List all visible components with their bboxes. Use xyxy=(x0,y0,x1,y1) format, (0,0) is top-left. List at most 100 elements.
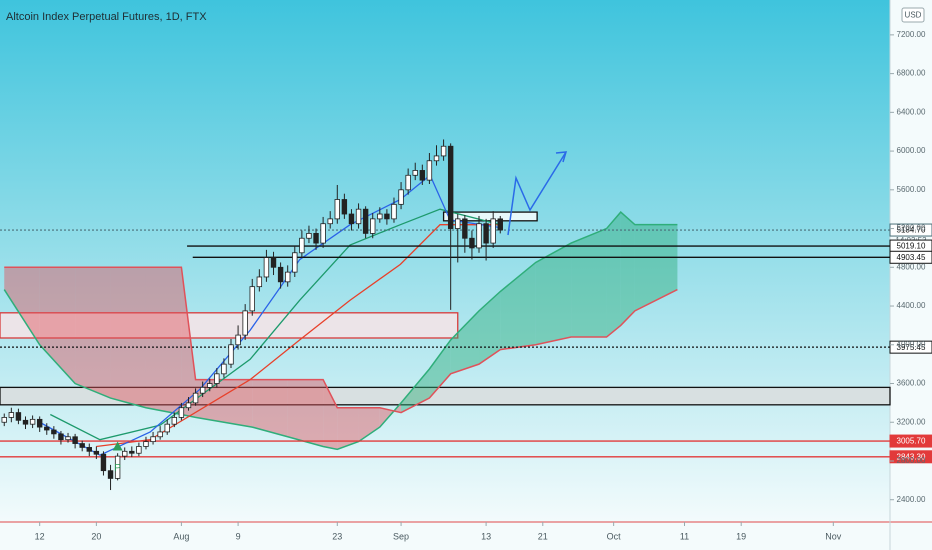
cloud-segment xyxy=(75,267,111,399)
x-tick-label: Nov xyxy=(825,531,842,541)
candle-body xyxy=(178,407,185,418)
candle-body xyxy=(412,170,418,176)
candle-body xyxy=(320,223,326,244)
x-tick-label: 13 xyxy=(481,531,491,541)
y-tick-label: 2400.00 xyxy=(897,495,926,504)
candle-body xyxy=(207,383,213,388)
candle-body xyxy=(334,199,340,220)
cloud-segment xyxy=(479,291,501,365)
candle-body xyxy=(249,286,255,312)
cloud-segment xyxy=(620,212,635,326)
x-tick-label: Oct xyxy=(607,531,622,541)
x-tick-label: Sep xyxy=(393,531,409,541)
zone xyxy=(0,312,459,339)
candle-body xyxy=(100,453,107,472)
chart-title: Altcoin Index Perpetual Futures, 1D, FTX xyxy=(6,11,207,23)
candle-body xyxy=(185,402,192,409)
cloud-segment xyxy=(337,407,359,450)
candle-body xyxy=(93,450,100,455)
candle-body xyxy=(86,447,92,452)
candle-body xyxy=(433,155,440,162)
indicator-line xyxy=(39,174,501,456)
candle-body xyxy=(284,271,291,283)
y-tick-label: 3200.00 xyxy=(897,417,926,426)
candle-body xyxy=(1,417,7,423)
axes: 2400.00 2800.00 3200.00 3600.00 4000.00 4400.… xyxy=(35,30,926,541)
cloud-segment xyxy=(287,379,324,447)
price-label-box xyxy=(889,434,932,448)
candle-body xyxy=(107,470,114,479)
indicator-line xyxy=(50,208,501,441)
currency-label: USD xyxy=(905,11,922,20)
price-axis-panel xyxy=(890,0,932,550)
signal-marker xyxy=(112,441,123,451)
cloud-segment xyxy=(195,379,253,428)
candle-body xyxy=(447,145,454,229)
candle-body xyxy=(355,208,362,225)
cloud-segment xyxy=(571,228,607,338)
candle-body xyxy=(277,266,284,283)
candle-body xyxy=(362,208,369,234)
candle-body xyxy=(136,446,142,454)
price-label: 5184.70 xyxy=(897,226,926,235)
cloud-segment xyxy=(252,379,288,437)
cloud-segment xyxy=(450,310,480,374)
cloud-segment xyxy=(500,262,536,350)
y-tick-label: 6000.00 xyxy=(897,146,926,155)
price-label: 3005.70 xyxy=(897,437,926,446)
candle-body xyxy=(228,344,234,365)
candle-body xyxy=(192,392,199,404)
candle-body xyxy=(44,426,50,431)
arrow-path xyxy=(507,151,567,236)
candle-body xyxy=(221,363,227,375)
cloud-segment xyxy=(145,267,182,415)
y-tick-label: 5200.00 xyxy=(897,224,926,233)
x-tick-label: 12 xyxy=(35,531,45,541)
candle-body xyxy=(490,218,496,244)
price-label-box xyxy=(889,223,932,237)
candle-body xyxy=(256,276,263,288)
x-tick-label: 19 xyxy=(736,531,746,541)
y-tick-label: 4800.00 xyxy=(897,262,926,271)
candle-body xyxy=(29,418,36,425)
x-tick-label: 21 xyxy=(538,531,548,541)
candle-body xyxy=(270,257,277,268)
candle-body xyxy=(440,145,447,157)
cloud xyxy=(3,211,678,451)
candle-body xyxy=(405,174,411,191)
candle-body xyxy=(370,218,376,234)
candle-body xyxy=(164,423,170,433)
candle-body xyxy=(299,237,305,254)
candle-body xyxy=(122,450,128,457)
y-tick-label: 4000.00 xyxy=(897,340,926,349)
candle-body xyxy=(497,218,503,231)
candle-body xyxy=(79,443,85,448)
cloud-edge xyxy=(3,211,678,451)
candle-body xyxy=(129,450,135,454)
x-tick-label: Aug xyxy=(173,531,189,541)
candle-body xyxy=(8,412,15,418)
candle-body xyxy=(58,433,64,441)
candle-body xyxy=(455,218,461,229)
candle-body xyxy=(235,334,241,346)
candle-body xyxy=(391,203,397,220)
cloud-segment xyxy=(429,339,451,399)
price-label: 3975.45 xyxy=(897,343,926,352)
candle-body xyxy=(114,455,121,479)
cloud-edge xyxy=(4,266,678,414)
price-label-box xyxy=(889,340,932,354)
candle-body xyxy=(462,218,468,239)
candle-body xyxy=(171,417,178,425)
candles xyxy=(1,139,503,491)
zone xyxy=(0,386,891,406)
cloud-segment xyxy=(110,267,146,408)
candle-body xyxy=(65,436,71,441)
currency-box xyxy=(901,7,925,23)
x-tick-label: 20 xyxy=(91,531,101,541)
zone xyxy=(442,211,538,222)
price-label-box xyxy=(889,450,932,464)
zones xyxy=(0,211,891,406)
candle-body xyxy=(327,218,333,225)
time-axis-panel xyxy=(0,522,890,550)
